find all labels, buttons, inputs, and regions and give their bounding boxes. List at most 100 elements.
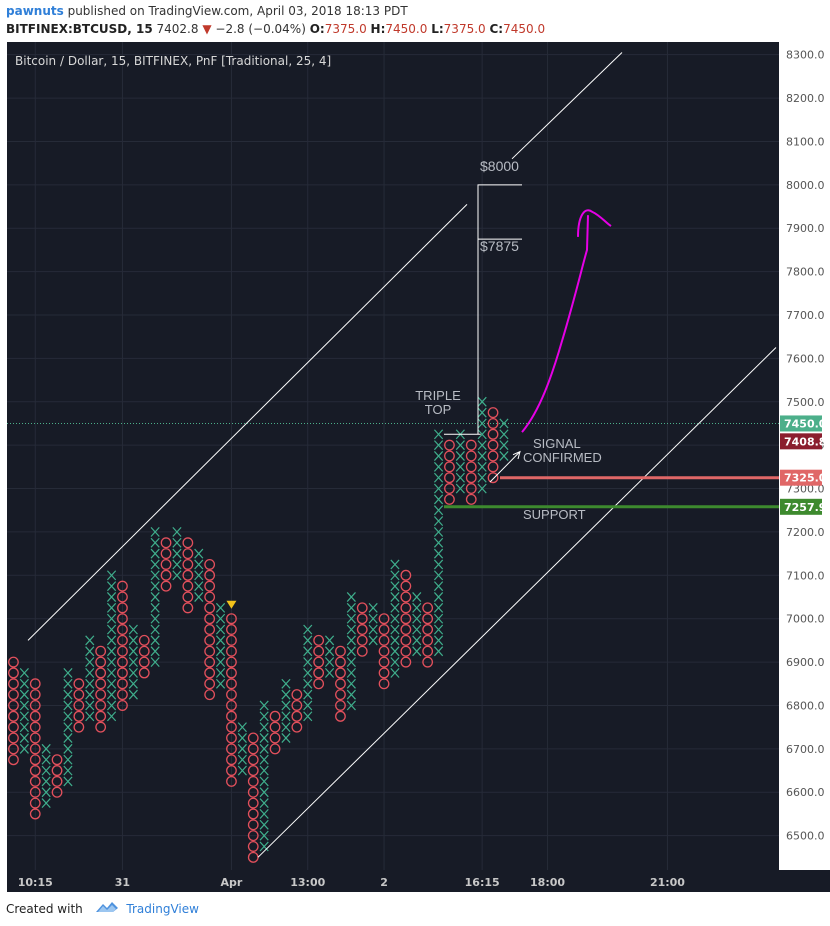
- x-box-mark: [390, 667, 400, 678]
- x-box-mark: [281, 733, 291, 743]
- target-8000-bracket: [477, 184, 522, 435]
- o-box-mark: [29, 808, 41, 820]
- x-box-mark: [85, 667, 95, 678]
- x-box-mark: [194, 592, 204, 602]
- o-box-mark: [95, 710, 107, 722]
- x-box-mark: [41, 743, 51, 754]
- o-box-mark: [269, 710, 281, 722]
- x-box-mark: [19, 700, 29, 711]
- o-box-mark: [247, 797, 259, 809]
- signal-arrow-line: [489, 451, 521, 483]
- o-box-mark: [117, 656, 128, 668]
- o-box-mark: [269, 743, 281, 755]
- tradingview-link[interactable]: TradingView: [126, 902, 199, 916]
- x-box-mark: [63, 754, 73, 765]
- triple-top-label: TRIPLE TOP: [415, 388, 461, 417]
- author-name[interactable]: pawnuts: [6, 4, 64, 18]
- x-box-mark: [19, 722, 29, 733]
- x-box-mark: [346, 613, 356, 624]
- x-box-mark: [150, 646, 160, 657]
- x-box-mark: [19, 689, 29, 700]
- o-box-mark: [160, 548, 172, 560]
- x-box-mark: [63, 667, 73, 678]
- o-box-mark: [204, 634, 216, 646]
- x-box-mark: [63, 689, 73, 700]
- x-box-mark: [368, 635, 378, 646]
- o-box-mark: [247, 840, 259, 852]
- o-box-mark: [204, 667, 216, 679]
- x-box-mark: [106, 646, 117, 657]
- o-box-mark: [117, 667, 128, 679]
- price-tick-label: 8300.0: [786, 49, 825, 62]
- o-box-mark: [226, 689, 237, 701]
- x-box-mark: [106, 602, 117, 613]
- x-box-mark: [477, 418, 487, 429]
- o-box-mark: [487, 417, 499, 429]
- o-box-mark: [400, 591, 412, 603]
- x-box-mark: [237, 722, 247, 733]
- x-box-mark: [150, 548, 160, 559]
- x-box-mark: [237, 733, 247, 743]
- o-box-mark: [335, 678, 346, 690]
- o-box-mark: [226, 775, 237, 787]
- o-box-mark: [247, 808, 259, 820]
- o-box-mark: [378, 613, 390, 625]
- x-box-mark: [128, 657, 138, 668]
- x-box-mark: [150, 592, 160, 602]
- o-box-mark: [487, 428, 499, 440]
- tradingview-logo-icon: [95, 900, 119, 919]
- pnf-chart-svg[interactable]: 6500.0 6600.0 6700.0 6800.0 6900.0 7000.0 7100…: [0, 0, 830, 892]
- x-box-mark: [237, 743, 247, 754]
- o-box-mark: [465, 450, 477, 462]
- price-tag-support: 7257.9: [784, 501, 826, 514]
- symbol-label: BITFINEX:BTCUSD, 15: [6, 22, 153, 36]
- x-box-mark: [19, 733, 29, 743]
- o-box-mark: [335, 667, 346, 679]
- x-box-mark: [455, 472, 465, 483]
- o-box-mark: [356, 613, 368, 625]
- o-box-mark: [335, 699, 346, 711]
- x-box-mark: [412, 613, 422, 624]
- x-box-mark: [150, 657, 160, 668]
- chart-area[interactable]: 6500.0 6600.0 6700.0 6800.0 6900.0 7000.0 7100…: [0, 0, 830, 892]
- o-box-mark: [247, 851, 259, 863]
- price-tick-label: 8200.0: [786, 92, 825, 105]
- x-box-mark: [215, 646, 226, 657]
- x-box-mark: [346, 602, 356, 613]
- grid-lines: [7, 42, 779, 870]
- x-box-mark: [346, 678, 356, 689]
- o-box-mark: [8, 678, 19, 690]
- x-box-mark: [346, 667, 356, 678]
- x-box-mark: [106, 711, 117, 722]
- x-box-mark: [433, 635, 444, 646]
- o-box-mark: [291, 721, 303, 733]
- x-box-mark: [433, 440, 444, 451]
- o-box-mark: [313, 656, 325, 668]
- x-box-mark: [259, 743, 269, 754]
- price-tick-label: 7500.0: [786, 396, 825, 409]
- x-box-mark: [324, 646, 335, 657]
- o-box-mark: [247, 775, 259, 787]
- o-box-mark: [487, 450, 499, 462]
- x-box-mark: [368, 624, 378, 635]
- x-box-mark: [390, 559, 400, 570]
- x-box-mark: [85, 646, 95, 657]
- o-box-mark: [204, 602, 216, 614]
- x-box-mark: [150, 559, 160, 570]
- time-tick-label: 18:00: [530, 876, 565, 889]
- x-box-mark: [150, 570, 160, 581]
- x-box-mark: [412, 592, 422, 602]
- o-box-mark: [226, 721, 237, 733]
- x-box-mark: [106, 581, 117, 592]
- x-box-mark: [150, 526, 160, 537]
- o-box-mark: [95, 667, 107, 679]
- x-box-mark: [215, 624, 226, 635]
- x-box-mark: [281, 722, 291, 733]
- x-box-mark: [412, 635, 422, 646]
- o-box-mark: [204, 689, 216, 701]
- x-box-mark: [172, 559, 182, 570]
- x-box-mark: [237, 765, 247, 776]
- o-box-mark: [226, 765, 237, 777]
- close-value: 7450.0: [503, 22, 546, 36]
- o-box-mark: [465, 493, 477, 505]
